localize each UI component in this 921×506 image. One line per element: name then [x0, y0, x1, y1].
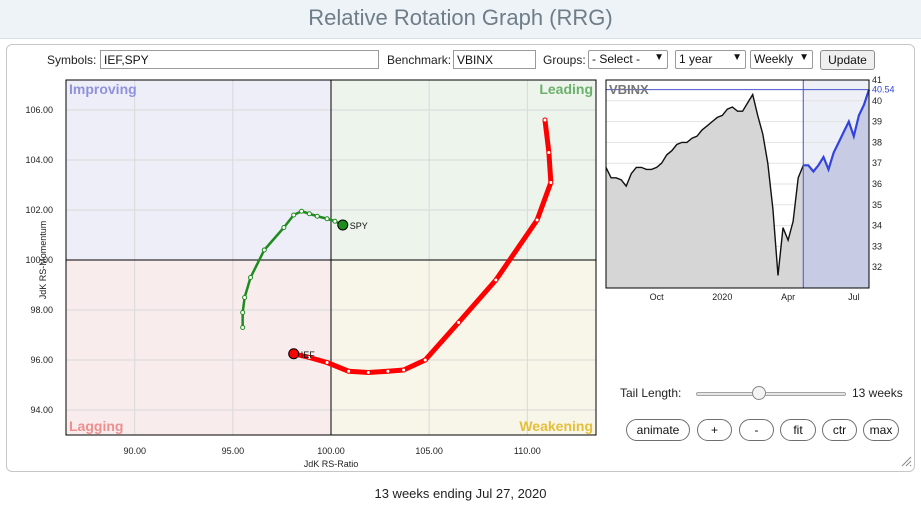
chevron-down-icon: ▼ [799, 52, 809, 63]
zoom-in-button[interactable]: + [697, 419, 732, 441]
series-label: SPY [350, 221, 368, 231]
data-point [546, 150, 552, 155]
data-point [242, 295, 248, 300]
tail-length-label: Tail Length: [620, 386, 682, 400]
quadrant-improving [66, 80, 331, 260]
data-point [542, 117, 548, 123]
quadrant-label-leading: Leading [539, 81, 593, 97]
chevron-down-icon: ▼ [732, 52, 742, 63]
page-title: Relative Rotation Graph (RRG) [308, 5, 613, 30]
data-point [493, 277, 499, 283]
y-tick-labels: 94.00 96.00 98.00 100.00 102.00 104.00 106.00 [25, 105, 53, 415]
frequency-select-value: Weekly [754, 52, 794, 66]
series-spy: SPY [240, 208, 368, 330]
data-point [240, 325, 246, 330]
groups-select[interactable]: - Select - ▼ [588, 50, 668, 69]
data-point [385, 368, 391, 374]
x-tick-label: 100.00 [317, 446, 345, 456]
x-axis-label: JdK RS-Ratio [304, 459, 359, 469]
quadrant-lagging [66, 260, 331, 435]
data-point [281, 225, 287, 230]
x-tick-label: 90.00 [123, 446, 146, 456]
fit-button[interactable]: fit [780, 419, 816, 441]
zoom-out-button[interactable]: - [739, 419, 774, 441]
data-point [291, 212, 297, 218]
y-tick-label: 96.00 [30, 355, 53, 365]
tail-length-slider[interactable] [696, 392, 846, 396]
update-button[interactable]: Update [820, 50, 875, 70]
data-point [422, 357, 428, 363]
data-point [548, 180, 554, 185]
symbols-input[interactable] [100, 50, 379, 69]
y-tick-label: 98.00 [30, 305, 53, 315]
y-tick-label: 104.00 [25, 155, 53, 165]
data-point [261, 247, 267, 253]
series-ief: IEF [288, 117, 554, 375]
data-point-current[interactable] [288, 348, 300, 360]
quadrant-weakening [331, 260, 596, 435]
data-point [324, 216, 330, 222]
symbols-label: Symbols: [47, 53, 97, 67]
data-point [306, 355, 312, 360]
series-layer: IEF SPY [240, 117, 554, 375]
plot-frame [65, 79, 597, 436]
groups-select-value: - Select - [592, 52, 641, 66]
footer-caption: 13 weeks ending Jul 27, 2020 [374, 486, 547, 501]
y-tick-label: 94.00 [30, 405, 53, 415]
benchmark-label: Benchmark: [387, 53, 452, 67]
data-point [365, 370, 371, 375]
data-point [248, 275, 254, 280]
y-tick-label: 102.00 [25, 205, 53, 215]
x-tick-labels: 90.00 95.00 100.00 105.00 110.00 [123, 446, 540, 456]
data-point [346, 368, 352, 374]
data-point [240, 310, 246, 315]
max-button[interactable]: max [863, 419, 899, 441]
data-point [306, 211, 312, 217]
data-point [401, 367, 407, 373]
tail-line [291, 117, 554, 375]
tail-length-slider-thumb[interactable] [752, 386, 766, 400]
tail-length-value: 13 weeks [852, 386, 903, 400]
data-point [324, 360, 330, 365]
data-point [299, 208, 305, 214]
data-point [332, 218, 338, 224]
data-point-current[interactable] [337, 219, 349, 231]
x-tick-label: 110.00 [514, 446, 541, 456]
y-axis-label: JdK RS-Momentum [38, 221, 48, 300]
period-select-value: 1 year [679, 52, 713, 66]
frequency-select[interactable]: Weekly ▼ [750, 50, 813, 69]
series-label: IEF [301, 350, 316, 360]
benchmark-input[interactable] [453, 50, 536, 69]
x-tick-label: 105.00 [415, 446, 443, 456]
x-tick-label: 95.00 [222, 446, 245, 456]
quadrant-label-weakening: Weakening [519, 418, 593, 434]
period-select[interactable]: 1 year ▼ [675, 50, 746, 69]
quadrant-label-improving: Improving [69, 81, 137, 97]
animate-button[interactable]: animate [626, 419, 690, 441]
groups-label: Groups: [543, 53, 586, 67]
center-button[interactable]: ctr [822, 419, 857, 441]
quadrant-leading [331, 80, 596, 260]
y-tick-label: 100.00 [25, 255, 53, 265]
data-point [314, 213, 320, 219]
y-tick-label: 106.00 [25, 105, 53, 115]
chevron-down-icon: ▼ [654, 52, 664, 63]
resize-grip-icon[interactable] [900, 455, 912, 467]
data-point [456, 320, 462, 325]
data-point [534, 217, 540, 223]
quadrant-label-lagging: Lagging [69, 418, 123, 434]
title-bar: Relative Rotation Graph (RRG) [0, 0, 921, 39]
